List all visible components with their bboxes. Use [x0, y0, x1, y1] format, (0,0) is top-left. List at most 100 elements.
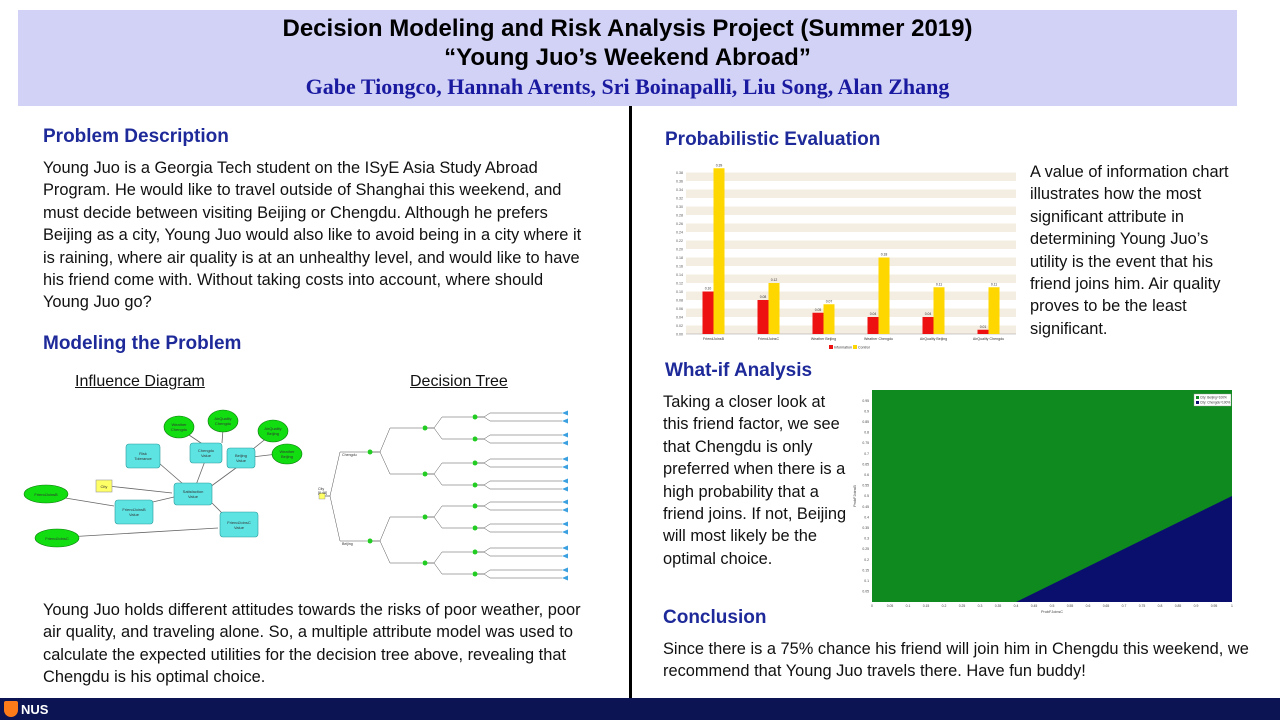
- tree-terminal-node: [562, 521, 568, 527]
- y-tick-label: 0.18: [676, 256, 683, 260]
- y-tick-label: 0.16: [676, 264, 683, 268]
- tree-branch: [477, 416, 562, 422]
- x-tick-label: 0.2: [942, 604, 947, 608]
- y-tick-label: 0.7: [864, 452, 869, 456]
- y-tick-label: 0.45: [862, 505, 869, 509]
- x-tick-label: AirQuality Chengdu: [973, 337, 1004, 341]
- bar-control: [878, 257, 890, 334]
- y-tick-label: 0.08: [676, 298, 683, 302]
- y-tick-label: 0.14: [676, 273, 683, 277]
- tree-branch: [427, 462, 472, 475]
- x-tick-label: 0.85: [1175, 604, 1182, 608]
- tree-branch: [477, 434, 562, 440]
- tree-terminal-node: [562, 507, 568, 513]
- airquality-beijing-node: [257, 419, 289, 443]
- svg-text:AirQuality: AirQuality: [264, 426, 281, 431]
- what-if-heatmap: 0 0.05 0.1 0.15 0.2 0.25 0.3 0.35 0.4 0.45 0.5 0.55…: [853, 390, 1233, 614]
- modeling-title: Modeling the Problem: [43, 333, 242, 354]
- chengdu-value-node: [189, 442, 223, 464]
- y-tick-label: 0.95: [862, 399, 869, 403]
- satisfaction-value-node: [173, 482, 213, 506]
- tree-branch: [427, 427, 472, 440]
- y-tick-label: 0.9: [864, 409, 869, 413]
- tree-terminal-node: [562, 418, 568, 424]
- tree-branch: [427, 562, 472, 575]
- tree-terminal-node: [562, 486, 568, 492]
- legend-label: City: Chengdu=100%: [1200, 401, 1230, 405]
- grid-band: [686, 240, 1016, 249]
- legend-label: City: Beijing=100%: [1200, 396, 1227, 400]
- x-tick-label: 1: [1231, 604, 1233, 608]
- data-label: 0.11: [991, 282, 997, 286]
- tree-terminal-node: [562, 553, 568, 559]
- problem-title: Problem Description: [43, 126, 229, 147]
- bar-information: [922, 317, 934, 334]
- legend-label: Control: [858, 346, 870, 350]
- y-tick-label: 0.1: [864, 579, 869, 583]
- poster-title: Decision Modeling and Risk Analysis Proj…: [282, 15, 973, 42]
- y-tick-label: 0.25: [862, 547, 869, 551]
- x-tick-label: 0: [871, 604, 873, 608]
- data-label: 0.04: [870, 312, 877, 316]
- y-tick-label: 0.5: [864, 494, 869, 498]
- tree-branch: [477, 501, 562, 507]
- tree-branch: [477, 458, 562, 464]
- y-tick-label: 0.36: [676, 179, 683, 183]
- svg-text:Risk: Risk: [139, 451, 147, 456]
- x-tick-label: 0.25: [959, 604, 966, 608]
- y-tick-label: 0.10: [676, 290, 683, 294]
- tree-branch: [477, 523, 562, 529]
- y-tick-label: 0.65: [862, 462, 869, 466]
- grid-band: [686, 325, 1016, 334]
- tree-branch: [477, 527, 562, 533]
- data-label: 0.07: [826, 299, 833, 303]
- grid-band: [686, 291, 1016, 300]
- tree-branch: [372, 516, 422, 542]
- svg-text:Beijing: Beijing: [267, 431, 279, 436]
- y-tick-label: 0.85: [862, 420, 869, 424]
- bar-control: [768, 283, 780, 334]
- svg-text:Chengdu: Chengdu: [198, 448, 214, 453]
- tree-chance-node: [472, 503, 478, 509]
- x-tick-label: 0.15: [923, 604, 930, 608]
- conclusion-title: Conclusion: [663, 607, 767, 628]
- city-decision-node: [95, 479, 113, 493]
- legend-label: Information: [834, 346, 852, 350]
- tree-branch: [477, 438, 562, 444]
- x-tick-label: FriendJoinsB: [703, 337, 725, 341]
- y-tick-label: 0.00: [676, 332, 683, 336]
- data-label: 0.11: [936, 282, 942, 286]
- friendjoinsb-node: [23, 484, 69, 504]
- weather-chengdu-node: [163, 415, 195, 439]
- tree-branch: [427, 416, 472, 429]
- logo-text: NUS: [21, 701, 49, 717]
- y-tick-label: 0.28: [676, 213, 683, 217]
- probabilistic-title: Probabilistic Evaluation: [665, 129, 881, 150]
- grid-band: [686, 257, 1016, 266]
- column-divider: [629, 106, 632, 698]
- y-tick-label: 0.22: [676, 239, 683, 243]
- y-tick-label: 0.02: [676, 324, 683, 328]
- x-tick-label: 0.1: [906, 604, 911, 608]
- whatif-title: What-if Analysis: [665, 360, 813, 381]
- influence-diagram-label: Influence Diagram: [75, 373, 205, 390]
- tree-branch: [427, 516, 472, 529]
- legend-swatch: [1196, 401, 1199, 404]
- tree-branch: [427, 473, 472, 486]
- tree-branch: [427, 551, 472, 564]
- modeling-text: Young Juo holds different attitudes towa…: [43, 601, 581, 687]
- y-tick-label: 0.15: [862, 568, 869, 572]
- nus-logo: NUS: [4, 700, 74, 718]
- y-tick-label: 0.04: [676, 315, 683, 319]
- tree-terminal-node: [562, 478, 568, 484]
- tree-branch-label: Chengdu: [342, 453, 357, 457]
- legend-box: [1193, 393, 1232, 407]
- bar-control: [823, 304, 835, 334]
- decision-tree-label: Decision Tree: [410, 373, 508, 390]
- y-tick-label: 0.12: [676, 281, 683, 285]
- tree-terminal-node: [562, 410, 568, 416]
- tree-chance-node: [472, 414, 478, 420]
- tree-chance-node: [422, 514, 428, 520]
- bar-control: [713, 168, 725, 334]
- y-tick-label: 0.38: [676, 171, 683, 175]
